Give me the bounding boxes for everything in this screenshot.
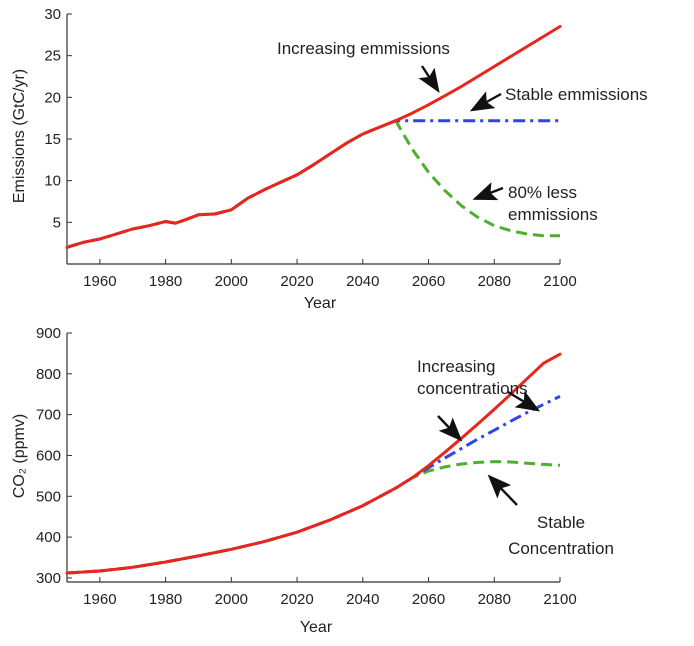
annotation-less80: 80% less emmissions — [508, 183, 598, 224]
annotation-arrow — [437, 415, 463, 442]
x-tick-label: 2000 — [215, 273, 248, 290]
series-line-increasing — [65, 25, 562, 249]
x-tick-label: 2040 — [346, 591, 379, 608]
x-tick-label: 2060 — [412, 273, 445, 290]
series-line-increasing — [65, 352, 562, 575]
x-tick-label: 1960 — [83, 273, 116, 290]
y-tick-label: 500 — [36, 488, 61, 505]
y-tick-label: 400 — [36, 529, 61, 546]
y-tick-label: 30 — [44, 6, 61, 23]
annotation-increasing: Increasing emmissions — [277, 39, 450, 58]
y-tick-label: 15 — [44, 131, 61, 148]
y-tick-label: 800 — [36, 366, 61, 383]
x-axis-label: Year — [300, 619, 333, 636]
co2-panel: 1960 1980 2000 2020 2040 2060 2080 2100 300 400 50… — [11, 325, 614, 636]
annotation-stable_conc: Stable Concentration — [508, 513, 614, 558]
y-tick-label: 700 — [36, 407, 61, 424]
x-tick-label: 2000 — [215, 591, 248, 608]
annotation-arrow — [418, 65, 440, 94]
y-tick-label: 10 — [44, 173, 61, 190]
y-tick-label: 20 — [44, 89, 61, 106]
x-tick-label: 1980 — [149, 273, 182, 290]
emissions-panel: 1960 1980 2000 2020 2040 2060 2080 2100 5 10 15 20 2… — [11, 6, 648, 312]
annotation-arrow — [469, 91, 502, 112]
series-line-stable — [66, 394, 561, 575]
x-tick-label: 2080 — [478, 273, 511, 290]
series-line-stable_conc — [66, 460, 561, 575]
x-tick-label: 2020 — [280, 591, 313, 608]
x-tick-label: 2100 — [543, 591, 576, 608]
annotation-arrow — [507, 390, 541, 412]
x-axis-label: Year — [304, 295, 337, 312]
annotation-arrow — [487, 474, 518, 506]
x-tick-label: 1980 — [149, 591, 182, 608]
annotation-increasing: Increasing concentrations — [417, 357, 528, 398]
annotation-arrow — [472, 182, 504, 201]
x-tick-label: 2060 — [412, 591, 445, 608]
x-tick-label: 2020 — [280, 273, 313, 290]
y-tick-label: 25 — [44, 48, 61, 65]
y-axis-label: Emissions (GtC/yr) — [11, 69, 28, 203]
y-tick-label: 900 — [36, 325, 61, 342]
y-axis-label: CO₂ (ppmv) — [11, 414, 28, 498]
y-tick-label: 600 — [36, 447, 61, 464]
y-tick-label: 300 — [36, 570, 61, 587]
x-tick-label: 2100 — [543, 273, 576, 290]
x-tick-label: 2040 — [346, 273, 379, 290]
x-tick-label: 1960 — [83, 591, 116, 608]
x-tick-label: 2080 — [478, 591, 511, 608]
annotation-stable: Stable emmissions — [505, 85, 648, 104]
y-tick-label: 5 — [53, 214, 61, 231]
